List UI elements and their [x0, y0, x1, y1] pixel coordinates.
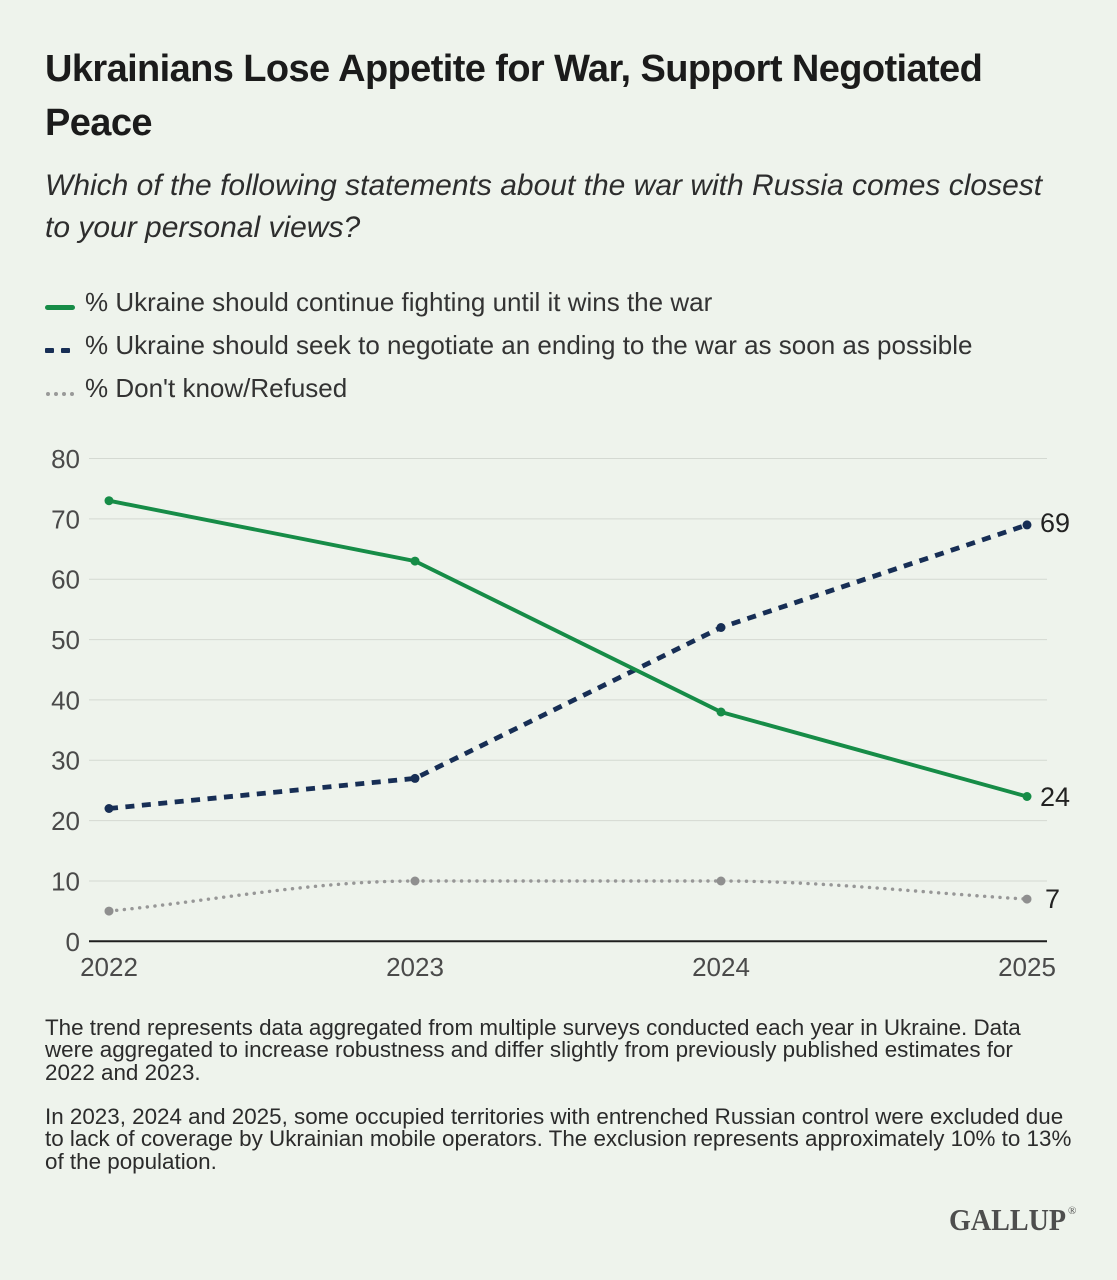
svg-text:®: ® [1068, 1205, 1076, 1217]
svg-text:2022: 2022 [80, 952, 138, 982]
svg-text:50: 50 [51, 625, 80, 655]
svg-text:60: 60 [51, 565, 80, 595]
svg-text:69: 69 [1040, 508, 1070, 538]
svg-text:2024: 2024 [692, 952, 750, 982]
svg-text:0: 0 [66, 927, 80, 957]
svg-text:2023: 2023 [386, 952, 444, 982]
svg-text:70: 70 [51, 504, 80, 534]
svg-text:30: 30 [51, 746, 80, 776]
svg-text:GALLUP: GALLUP [949, 1202, 1066, 1237]
svg-text:80: 80 [51, 444, 80, 474]
svg-text:20: 20 [51, 806, 80, 836]
svg-text:7: 7 [1045, 884, 1060, 914]
svg-text:2025: 2025 [998, 952, 1056, 982]
svg-text:24: 24 [1040, 782, 1070, 812]
svg-text:40: 40 [51, 685, 80, 715]
svg-text:10: 10 [51, 866, 80, 896]
